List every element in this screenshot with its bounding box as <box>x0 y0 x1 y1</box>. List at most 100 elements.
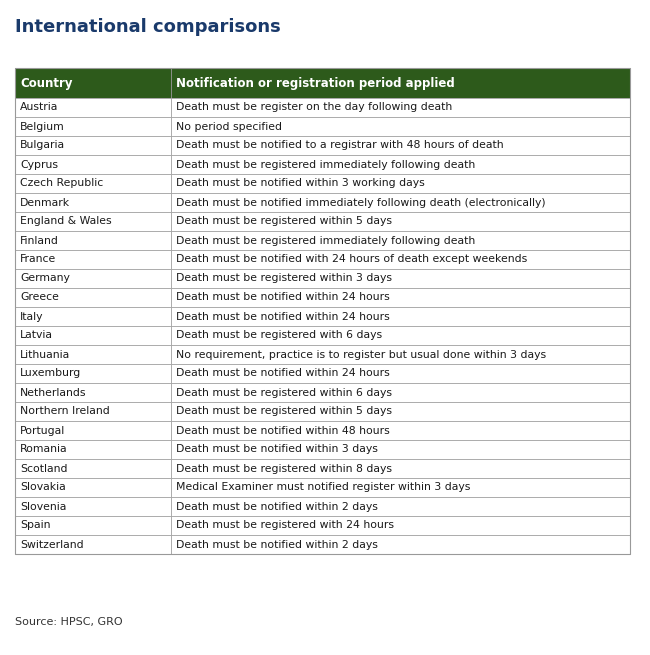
Text: Lithuania: Lithuania <box>20 350 70 360</box>
Text: Source: HPSC, GRO: Source: HPSC, GRO <box>15 617 123 627</box>
Bar <box>15 174 171 193</box>
Bar <box>15 193 171 212</box>
Bar <box>171 516 630 535</box>
Bar <box>15 459 171 478</box>
Text: Country: Country <box>20 77 73 90</box>
Text: England & Wales: England & Wales <box>20 217 112 227</box>
Bar <box>15 402 171 421</box>
Text: Portugal: Portugal <box>20 426 65 436</box>
Bar <box>171 440 630 459</box>
Text: Finland: Finland <box>20 236 59 246</box>
Bar <box>15 98 171 117</box>
Text: Death must be notified within 3 days: Death must be notified within 3 days <box>176 445 378 455</box>
Bar <box>171 497 630 516</box>
Bar <box>15 421 171 440</box>
Text: Death must be register on the day following death: Death must be register on the day follow… <box>176 102 452 113</box>
Text: Italy: Italy <box>20 312 44 322</box>
Text: Northern Ireland: Northern Ireland <box>20 407 110 417</box>
Bar <box>15 212 171 231</box>
Bar <box>15 383 171 402</box>
Bar <box>171 345 630 364</box>
Bar <box>171 117 630 136</box>
Text: Bulgaria: Bulgaria <box>20 141 65 151</box>
Text: Death must be registered within 5 days: Death must be registered within 5 days <box>176 217 392 227</box>
Text: Death must be notified within 24 hours: Death must be notified within 24 hours <box>176 369 390 379</box>
Bar <box>171 250 630 269</box>
Text: Luxemburg: Luxemburg <box>20 369 81 379</box>
Text: Death must be notified within 2 days: Death must be notified within 2 days <box>176 502 378 512</box>
Bar <box>15 440 171 459</box>
Text: Scotland: Scotland <box>20 464 68 474</box>
Text: International comparisons: International comparisons <box>15 18 281 36</box>
Bar <box>15 516 171 535</box>
Text: No requirement, practice is to register but usual done within 3 days: No requirement, practice is to register … <box>176 350 546 360</box>
Bar <box>15 136 171 155</box>
Text: Death must be notified with 24 hours of death except weekends: Death must be notified with 24 hours of … <box>176 255 527 265</box>
Bar <box>15 68 630 98</box>
Bar <box>15 345 171 364</box>
Bar <box>15 478 171 497</box>
Text: Death must be notified to a registrar with 48 hours of death: Death must be notified to a registrar wi… <box>176 141 504 151</box>
Bar <box>171 402 630 421</box>
Text: Death must be registered with 6 days: Death must be registered with 6 days <box>176 331 382 341</box>
Text: France: France <box>20 255 57 265</box>
Bar <box>171 212 630 231</box>
Bar <box>15 155 171 174</box>
Bar <box>171 136 630 155</box>
Bar <box>171 364 630 383</box>
Bar <box>15 250 171 269</box>
Text: Death must be registered within 6 days: Death must be registered within 6 days <box>176 388 392 398</box>
Text: Romania: Romania <box>20 445 68 455</box>
Text: Belgium: Belgium <box>20 121 65 132</box>
Bar <box>15 535 171 554</box>
Text: Cyprus: Cyprus <box>20 160 58 170</box>
Bar <box>171 155 630 174</box>
Text: Death must be registered within 5 days: Death must be registered within 5 days <box>176 407 392 417</box>
Text: No period specified: No period specified <box>176 121 282 132</box>
Text: Death must be registered within 8 days: Death must be registered within 8 days <box>176 464 392 474</box>
Bar <box>171 231 630 250</box>
Text: Death must be notified within 48 hours: Death must be notified within 48 hours <box>176 426 390 436</box>
Text: Latvia: Latvia <box>20 331 53 341</box>
Text: Spain: Spain <box>20 521 51 531</box>
Text: Death must be registered immediately following death: Death must be registered immediately fol… <box>176 160 475 170</box>
Text: Medical Examiner must notified register within 3 days: Medical Examiner must notified register … <box>176 483 471 493</box>
Text: Notification or registration period applied: Notification or registration period appl… <box>176 77 455 90</box>
Text: Death must be registered within 3 days: Death must be registered within 3 days <box>176 274 392 284</box>
Bar <box>15 326 171 345</box>
Bar <box>171 383 630 402</box>
Text: Death must be notified within 2 days: Death must be notified within 2 days <box>176 540 378 550</box>
Bar <box>15 68 630 98</box>
Bar <box>171 326 630 345</box>
Text: Germany: Germany <box>20 274 70 284</box>
Text: Austria: Austria <box>20 102 58 113</box>
Text: Slovenia: Slovenia <box>20 502 66 512</box>
Bar <box>171 174 630 193</box>
Text: Switzerland: Switzerland <box>20 540 84 550</box>
Bar <box>15 497 171 516</box>
Bar <box>171 535 630 554</box>
Text: Death must be notified immediately following death (electronically): Death must be notified immediately follo… <box>176 198 545 208</box>
Bar <box>15 364 171 383</box>
Text: Death must be registered immediately following death: Death must be registered immediately fol… <box>176 236 475 246</box>
Bar <box>171 459 630 478</box>
Text: Death must be notified within 3 working days: Death must be notified within 3 working … <box>176 179 424 189</box>
Text: Slovakia: Slovakia <box>20 483 66 493</box>
Text: Death must be notified within 24 hours: Death must be notified within 24 hours <box>176 293 390 303</box>
Bar <box>15 288 171 307</box>
Bar <box>15 231 171 250</box>
Text: Death must be notified within 24 hours: Death must be notified within 24 hours <box>176 312 390 322</box>
Bar <box>171 193 630 212</box>
Text: Denmark: Denmark <box>20 198 70 208</box>
Text: Death must be registered with 24 hours: Death must be registered with 24 hours <box>176 521 394 531</box>
Bar <box>171 288 630 307</box>
Bar <box>171 269 630 288</box>
Text: Greece: Greece <box>20 293 59 303</box>
Text: Netherlands: Netherlands <box>20 388 86 398</box>
Bar <box>15 117 171 136</box>
Bar <box>171 421 630 440</box>
Bar <box>171 98 630 117</box>
Bar <box>171 478 630 497</box>
Bar <box>15 269 171 288</box>
Bar <box>171 307 630 326</box>
